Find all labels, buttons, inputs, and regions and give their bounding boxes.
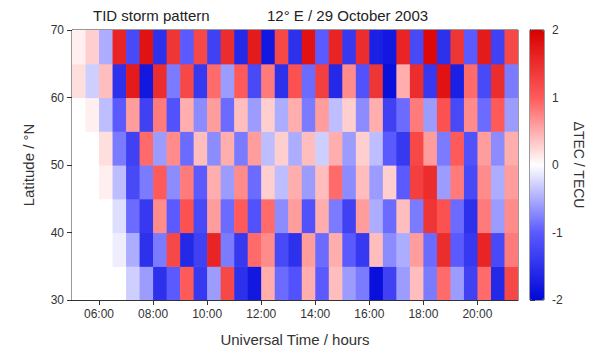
- svg-text:-1: -1: [552, 226, 563, 240]
- svg-text:ΔTEC / TECU: ΔTEC / TECU: [571, 122, 587, 209]
- svg-text:16:00: 16:00: [354, 307, 384, 321]
- svg-text:Latitude / °N: Latitude / °N: [20, 124, 37, 207]
- svg-text:-2: -2: [552, 293, 563, 307]
- svg-text:70: 70: [51, 23, 65, 37]
- svg-text:40: 40: [51, 226, 65, 240]
- svg-text:1: 1: [552, 91, 559, 105]
- svg-text:30: 30: [51, 293, 65, 307]
- svg-text:08:00: 08:00: [138, 307, 168, 321]
- svg-text:50: 50: [51, 158, 65, 172]
- svg-text:0: 0: [552, 158, 559, 172]
- svg-text:06:00: 06:00: [84, 307, 114, 321]
- svg-text:18:00: 18:00: [408, 307, 438, 321]
- svg-text:14:00: 14:00: [300, 307, 330, 321]
- svg-text:20:00: 20:00: [462, 307, 492, 321]
- svg-text:2: 2: [552, 23, 559, 37]
- svg-text:Universal Time / hours: Universal Time / hours: [220, 331, 369, 348]
- svg-text:12° E / 29 October 2003: 12° E / 29 October 2003: [267, 7, 428, 24]
- svg-text:10:00: 10:00: [192, 307, 222, 321]
- svg-text:TID storm pattern: TID storm pattern: [93, 7, 210, 24]
- svg-text:12:00: 12:00: [246, 307, 276, 321]
- svg-text:60: 60: [51, 91, 65, 105]
